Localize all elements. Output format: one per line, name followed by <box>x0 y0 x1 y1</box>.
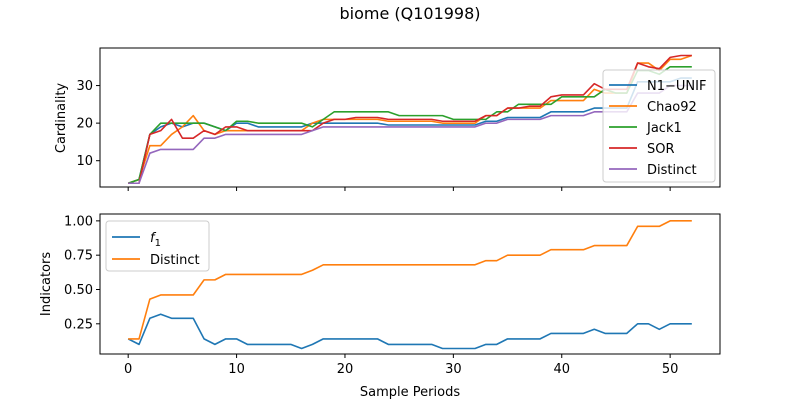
x-axis-label: Sample Periods <box>360 385 460 400</box>
cardinality-y-tick-label-1: 20 <box>76 117 93 132</box>
cardinality-legend-label-1: Chao92 <box>647 100 697 115</box>
cardinality-series-line-1 <box>127 54 693 184</box>
cardinality-y-tick-label-0: 10 <box>76 154 93 169</box>
indicators-y-ticks: 0.25 0.50 0.75 1.00 <box>64 214 100 332</box>
indicators-legend: f1 Distinct <box>105 220 210 272</box>
cardinality-legend-label-3: SOR <box>647 142 675 157</box>
cardinality-legend-label-4: Distinct <box>647 163 697 178</box>
cardinality-panel: 10 20 30 Cardinality N1−UNIF Chao92 Jack1 SOR… <box>54 47 721 191</box>
cardinality-y-axis-label: Cardinality <box>54 83 69 154</box>
indicators-y-axis-label: Indicators <box>39 252 54 316</box>
indicators-x-tick-label-3: 30 <box>445 362 462 377</box>
cardinality-legend-label-0: N1−UNIF <box>647 79 706 94</box>
cardinality-y-tick-label-2: 30 <box>76 79 93 94</box>
cardinality-series-line-3 <box>128 54 692 185</box>
cardinality-axes-frame <box>99 47 721 188</box>
indicators-legend-label-0: f1 <box>150 231 161 249</box>
cardinality-legend-frame <box>602 69 716 183</box>
indicators-y-tick-label-2: 0.75 <box>64 249 93 264</box>
indicators-x-tick-label-1: 10 <box>228 362 245 377</box>
cardinality-series-lines <box>127 54 693 185</box>
cardinality-y-ticks: 10 20 30 <box>76 79 100 169</box>
indicators-series-line-1 <box>128 220 692 340</box>
indicators-x-tick-label-0: 0 <box>124 362 132 377</box>
indicators-axes-frame <box>99 213 721 355</box>
chart-title: biome (Q101998) <box>339 4 480 23</box>
cardinality-series-line-4 <box>128 84 692 185</box>
indicators-series-line-0 <box>127 313 692 350</box>
indicators-x-tick-label-2: 20 <box>337 362 354 377</box>
cardinality-x-ticks <box>127 187 671 191</box>
indicators-panel: 0.250.500.751.00 0 10 20 30 40 50 Indicators … <box>39 213 721 400</box>
indicators-x-tick-label-5: 50 <box>662 362 679 377</box>
indicators-y-tick-label-1: 0.50 <box>64 283 93 298</box>
cardinality-legend-label-2: Jack1 <box>646 121 682 136</box>
cardinality-legend: N1−UNIF Chao92 Jack1 SOR Distinct <box>602 69 716 183</box>
indicators-legend-label-1: Distinct <box>150 253 200 268</box>
indicators-y-tick-label-0: 0.25 <box>64 317 93 332</box>
indicators-y-tick-label-3: 1.00 <box>64 214 93 229</box>
indicators-x-ticks: 0 10 20 30 40 50 <box>124 354 678 377</box>
indicators-series-lines <box>127 220 692 350</box>
indicators-x-tick-label-4: 40 <box>553 362 570 377</box>
